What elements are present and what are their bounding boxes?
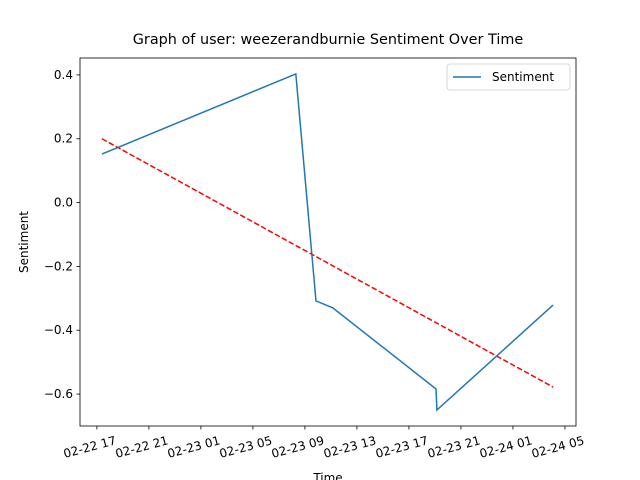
- x-tick-label: 02-22 21: [114, 433, 170, 460]
- x-tick-label: 02-23 13: [322, 433, 378, 460]
- trend-line: [101, 138, 554, 388]
- x-tick-label: 02-23 01: [166, 433, 222, 460]
- series-line: [101, 72, 554, 412]
- y-tick-label: 0.0: [54, 196, 73, 210]
- x-tick-label: 02-23 09: [270, 433, 326, 460]
- x-tick-label: 02-23 21: [426, 433, 482, 460]
- plot-frame: [79, 57, 577, 427]
- x-axis-label: Time: [312, 471, 342, 480]
- y-tick-label: 0.2: [54, 132, 73, 146]
- y-axis-label: Sentiment: [17, 211, 31, 273]
- x-tick-label: 02-24 05: [530, 433, 586, 460]
- legend-label: Sentiment: [492, 70, 554, 84]
- legend-box: [446, 63, 571, 91]
- y-tick-label: 0.4: [54, 68, 73, 82]
- x-tick-label: 02-23 17: [374, 433, 430, 460]
- x-tick-label: 02-23 05: [218, 433, 274, 460]
- x-tick-label: 02-22 17: [62, 433, 118, 460]
- y-tick-label: −0.6: [44, 387, 73, 401]
- x-tick-label: 02-24 01: [478, 433, 534, 460]
- y-tick-label: −0.4: [44, 323, 73, 337]
- chart-title: Graph of user: weezerandburnie Sentiment…: [133, 32, 524, 48]
- y-tick-label: −0.2: [44, 259, 73, 273]
